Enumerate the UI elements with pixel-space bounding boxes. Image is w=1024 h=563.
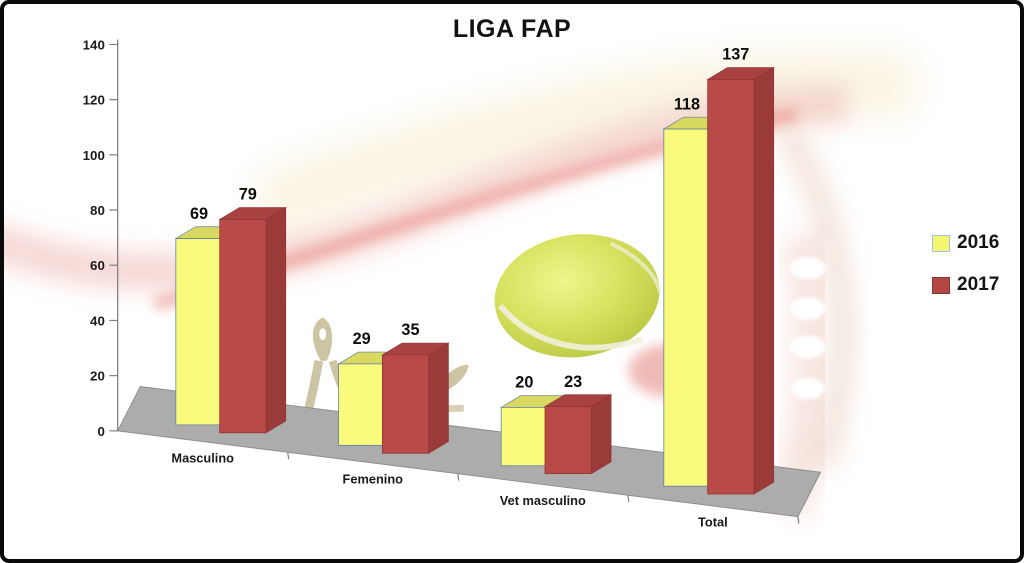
chart-floor [116,385,822,518]
y-axis: 0 20 40 60 80 100 120 140 [83,37,119,439]
data-label-total-2016: 118 [674,95,700,113]
white-dots-decoration [789,256,826,400]
y-tick-label: 20 [90,369,105,384]
bar-vet-masculino-2017 [543,394,613,475]
legend-label-2016: 2016 [957,232,1000,253]
bar-total-2017 [706,66,775,495]
legend-item-2017: 2017 [932,274,999,296]
legend-swatch-2017 [932,276,950,294]
y-tick-label: 100 [83,148,105,163]
y-tick-label: 140 [83,37,105,52]
chart-title: LIGA FAP [452,15,572,43]
bar-masculino-2017 [218,206,288,434]
data-label-masculino-2016: 69 [190,205,208,223]
data-label-femenino-2016: 29 [353,330,371,348]
bar-femenino-2017 [381,342,450,454]
data-label-femenino-2017: 35 [401,321,419,339]
data-label-vet-masculino-2016: 20 [515,374,533,392]
category-label-vet-masculino: Vet masculino [500,493,586,508]
y-tick-label: 0 [97,424,104,439]
y-tick-label: 120 [83,93,105,108]
yellow-glow-decoration [253,51,919,235]
data-label-total-2017: 137 [722,46,749,64]
chart-plot-area: 0 20 40 60 80 100 120 140 Masculino Femenino Vet … [83,37,822,530]
category-label-femenino: Femenino [343,472,404,487]
data-labels: 69 79 29 35 20 23 118 137 [190,46,749,392]
tennis-ball-image [494,234,662,358]
data-label-masculino-2017: 79 [239,186,257,204]
y-tick-label: 80 [90,203,105,218]
y-tick-label: 40 [90,313,105,328]
legend-label-2017: 2017 [957,274,1000,295]
bars [174,66,775,495]
legend-item-2016: 2016 [932,232,999,254]
category-axis: Masculino Femenino Vet masculino Total [171,450,800,530]
y-tick-label: 60 [90,258,105,273]
legend: 2016 2017 [932,232,999,296]
data-label-vet-masculino-2017: 23 [564,373,582,391]
category-label-total: Total [698,515,728,530]
category-label-masculino: Masculino [171,450,234,465]
legend-swatch-2016 [932,234,950,252]
